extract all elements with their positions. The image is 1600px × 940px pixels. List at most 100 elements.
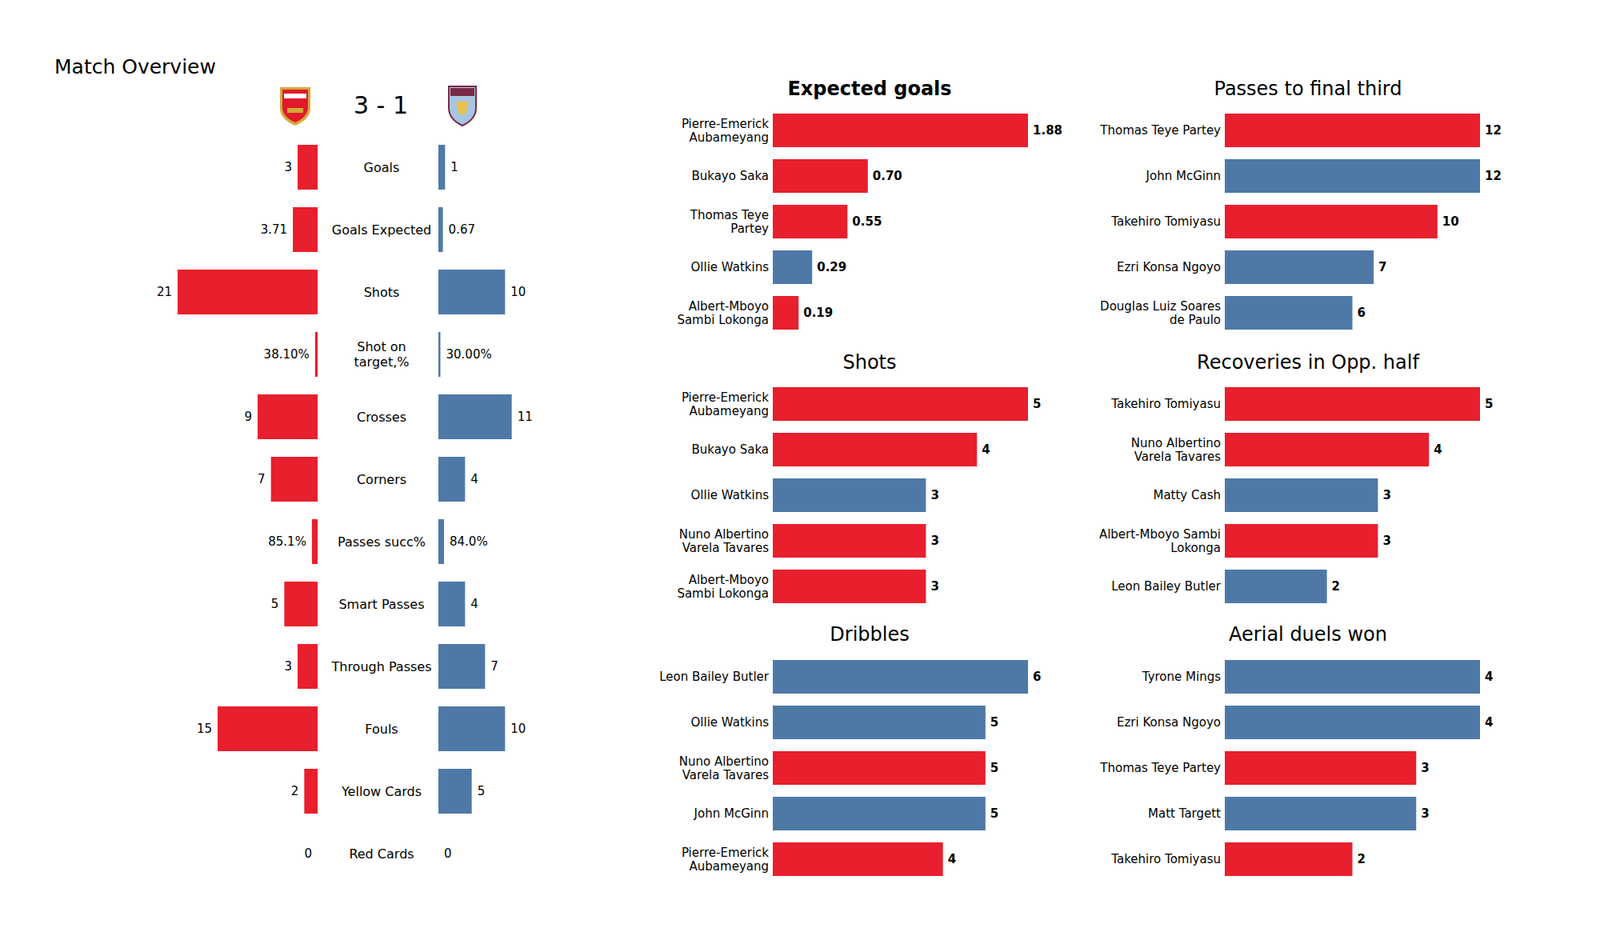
data-label: 9 — [244, 409, 252, 424]
data-label: 11 — [517, 409, 533, 424]
bar — [1224, 432, 1429, 467]
bar — [1224, 387, 1480, 421]
score: 3 - 1 — [353, 91, 408, 120]
player-label: Leon Bailey Butler — [1111, 579, 1222, 594]
player-label: Douglas Luiz Soaresde Paulo — [1100, 299, 1221, 328]
home-bar — [297, 144, 318, 190]
bar — [1224, 296, 1353, 330]
player-label: Thomas TeyePartey — [689, 208, 769, 236]
data-label: 7 — [257, 472, 266, 487]
data-label: 0.19 — [803, 305, 833, 320]
logo-band — [284, 93, 307, 99]
logo-cannon — [287, 108, 304, 113]
home-bars — [177, 144, 318, 814]
data-label: 12 — [1484, 123, 1502, 138]
player-label: Albert-MboyoSambi Lokonga — [676, 572, 769, 601]
away-bar — [438, 207, 444, 252]
panel-title: Dribbles — [829, 623, 909, 646]
bar — [772, 113, 1028, 148]
data-label: 0 — [304, 846, 312, 861]
row-label: Corners — [356, 472, 407, 488]
data-label: 6 — [1032, 669, 1041, 684]
home-bar — [217, 706, 318, 752]
home-bar — [271, 456, 318, 502]
data-label: 5 — [990, 806, 999, 821]
data-label: 12 — [1484, 168, 1502, 184]
data-label: 84.0% — [449, 534, 488, 549]
player-label: John McGinn — [693, 806, 769, 821]
away-bars — [438, 144, 512, 814]
bar — [772, 387, 1028, 421]
bar — [1224, 478, 1378, 512]
home-bar — [297, 644, 318, 689]
bar — [1224, 113, 1480, 148]
bar — [1224, 159, 1480, 193]
data-label: 0.70 — [872, 168, 903, 184]
away-bar — [438, 644, 485, 689]
home-bar — [312, 519, 318, 564]
data-label: 3 — [1420, 806, 1429, 821]
panel-title: Shots — [842, 351, 896, 374]
bar — [772, 159, 868, 193]
row-label: Red Cards — [348, 846, 414, 862]
bar — [772, 296, 799, 330]
bar — [1224, 796, 1416, 831]
away-logo — [448, 86, 476, 126]
data-label: 1.88 — [1032, 123, 1063, 138]
panel-bars — [1224, 387, 1480, 604]
away-bar — [438, 144, 445, 190]
away-bar — [438, 456, 465, 502]
data-label: 3 — [1382, 533, 1391, 548]
panel-title: Recoveries in Opp. half — [1196, 351, 1420, 374]
row-label: Fouls — [364, 721, 398, 737]
player-label: Nuno AlbertinoVarela Tavares — [679, 754, 769, 783]
bar — [772, 751, 986, 785]
player-label: Leon Bailey Butler — [659, 669, 770, 684]
away-bar — [438, 581, 465, 627]
data-label: 4 — [981, 442, 990, 457]
home-logo — [280, 87, 311, 126]
player-label: Ollie Watkins — [691, 488, 770, 503]
away-bar — [438, 332, 441, 377]
data-label: 30.00% — [446, 347, 492, 362]
data-label: 7 — [490, 659, 499, 674]
bar — [772, 842, 944, 876]
data-label: 5 — [990, 715, 999, 730]
data-label: 5 — [1032, 396, 1041, 412]
away-bar — [438, 831, 440, 876]
player-label: Albert-Mboyo SambiLokonga — [1099, 527, 1221, 556]
bar — [772, 204, 848, 239]
bar — [772, 524, 926, 558]
home-bar — [292, 207, 318, 252]
player-label: Tyrone Mings — [1141, 669, 1221, 684]
home-bar — [304, 768, 318, 814]
bar — [772, 569, 926, 604]
data-label: 10 — [1442, 214, 1460, 229]
panel-bars — [1224, 660, 1480, 876]
home-bar — [315, 332, 318, 377]
data-label: 3 — [284, 160, 292, 175]
logo-band — [450, 88, 475, 96]
bar — [772, 705, 986, 740]
player-label: Matt Targett — [1148, 806, 1221, 821]
away-bar — [438, 269, 505, 315]
panel-bars — [772, 113, 1028, 330]
data-label: 5 — [990, 760, 999, 776]
row-label: Crosses — [356, 409, 407, 425]
row-label: Yellow Cards — [340, 784, 422, 800]
bar — [772, 660, 1028, 694]
data-label: 10 — [510, 721, 526, 736]
panel-bars — [772, 387, 1028, 604]
bar — [772, 250, 812, 284]
row-label: Passes succ% — [337, 534, 426, 550]
panel-bars — [772, 660, 1028, 876]
data-label: 0.29 — [816, 260, 847, 275]
data-label: 2 — [1332, 579, 1340, 594]
chart-root: Match Overview3 - 1Goals31Goals Expected… — [0, 0, 1600, 940]
player-label: Bukayo Saka — [691, 442, 769, 457]
data-label: 5 — [271, 596, 280, 612]
player-label: Albert-MboyoSambi Lokonga — [676, 299, 769, 328]
row-label: Through Passes — [330, 659, 432, 675]
player-label: Ollie Watkins — [691, 260, 770, 275]
player-label: John McGinn — [1145, 168, 1221, 184]
